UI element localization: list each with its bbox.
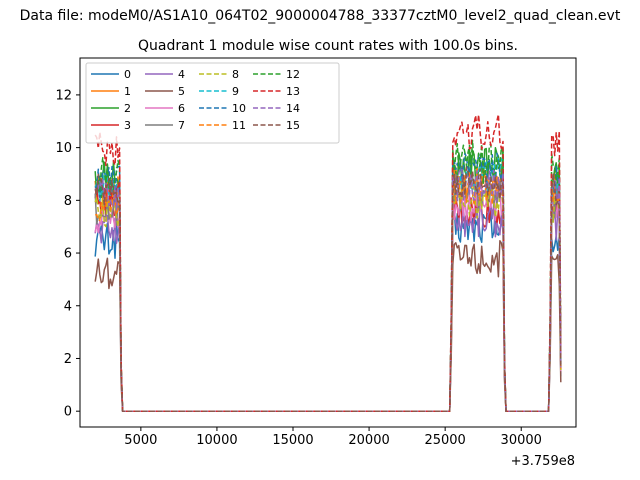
legend-label-5: 5: [178, 85, 185, 98]
x-offset-label: +3.759e8: [511, 454, 575, 469]
legend-label-8: 8: [232, 68, 239, 81]
legend-label-10: 10: [232, 102, 246, 115]
x-tick-label: 5000: [124, 433, 157, 448]
legend-label-14: 14: [286, 102, 300, 115]
y-axis: 0 2 4 6 8 10 12: [55, 88, 80, 420]
legend-label-9: 9: [232, 85, 239, 98]
x-tick-label: 25000: [424, 433, 465, 448]
x-tick-label: 15000: [272, 433, 313, 448]
x-axis: 5000 10000 15000 20000 25000 30000: [124, 427, 542, 448]
y-tick-label: 8: [64, 194, 72, 209]
legend-label-2: 2: [124, 102, 131, 115]
chart-title: Quadrant 1 module wise count rates with …: [138, 38, 518, 54]
y-tick-label: 6: [64, 247, 72, 262]
legend-label-0: 0: [124, 68, 131, 81]
series-line-15: [94, 166, 562, 412]
legend-box: [85, 62, 340, 144]
legend-label-7: 7: [178, 119, 185, 132]
y-tick-label: 2: [64, 352, 72, 367]
y-tick-label: 12: [55, 88, 72, 103]
legend-label-1: 1: [124, 85, 131, 98]
series-layer: [94, 113, 562, 412]
plot-frame: [79, 57, 577, 428]
x-tick-label: 20000: [348, 433, 389, 448]
legend-label-3: 3: [124, 119, 131, 132]
y-tick-label: 10: [55, 141, 72, 156]
legend-label-6: 6: [178, 102, 185, 115]
legend-label-15: 15: [286, 119, 300, 132]
legend-label-4: 4: [178, 68, 185, 81]
figure-suptitle: Data file: modeM0/AS1A10_064T02_90000047…: [20, 8, 621, 24]
x-tick-label: 10000: [196, 433, 237, 448]
legend-label-11: 11: [232, 119, 246, 132]
legend-label-13: 13: [286, 85, 300, 98]
x-tick-label: 30000: [501, 433, 542, 448]
y-tick-label: 4: [64, 299, 72, 314]
y-tick-label: 0: [64, 405, 72, 420]
legend-label-12: 12: [286, 68, 300, 81]
